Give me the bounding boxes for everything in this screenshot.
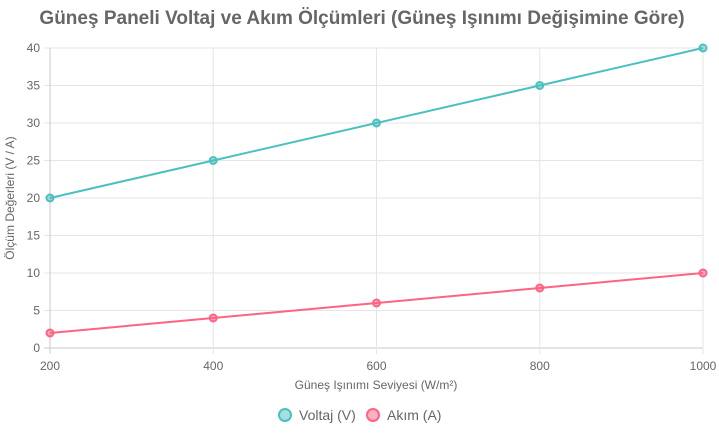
y-tick-label: 10 — [27, 266, 41, 280]
data-point — [535, 283, 545, 293]
data-point — [208, 156, 218, 165]
data-point — [372, 118, 381, 128]
data-point — [372, 298, 381, 308]
x-tick-label: 200 — [40, 359, 60, 373]
legend-label: Voltaj (V) — [299, 407, 356, 423]
series-group — [45, 43, 708, 338]
data-point — [698, 268, 708, 278]
data-point — [698, 43, 708, 53]
y-tick-label: 25 — [27, 154, 41, 168]
y-tick-label: 40 — [27, 41, 41, 55]
y-tick-label: 35 — [27, 79, 41, 93]
axes: 0 5 10 15 20 25 30 35 40 200 400 600 800 1000 — [27, 41, 717, 373]
data-point — [45, 193, 55, 203]
data-point — [208, 313, 218, 323]
x-axis-title: Güneş Işınımı Seviyesi (W/m²) — [295, 378, 458, 392]
y-axis-title: Ölçüm Değerleri (V / A) — [3, 136, 17, 259]
y-tick-label: 20 — [27, 191, 41, 205]
legend-marker — [278, 408, 292, 422]
data-point — [45, 328, 55, 338]
x-tick-label: 400 — [203, 359, 223, 373]
y-tick-label: 15 — [27, 229, 41, 243]
x-tick-label: 800 — [530, 359, 550, 373]
x-tick-label: 600 — [366, 359, 386, 373]
x-tick-label: 1000 — [690, 359, 717, 373]
chart-title: Güneş Paneli Voltaj ve Akım Ölçümleri (G… — [39, 8, 684, 29]
y-tick-label: 30 — [27, 116, 41, 130]
legend: Voltaj (V) Akım (A) — [278, 407, 441, 423]
y-tick-label: 5 — [33, 304, 40, 318]
data-point — [535, 81, 545, 90]
legend-label: Akım (A) — [387, 407, 441, 423]
grid-lines — [44, 47, 704, 354]
y-tick-label: 0 — [33, 341, 40, 355]
legend-marker — [366, 408, 380, 422]
